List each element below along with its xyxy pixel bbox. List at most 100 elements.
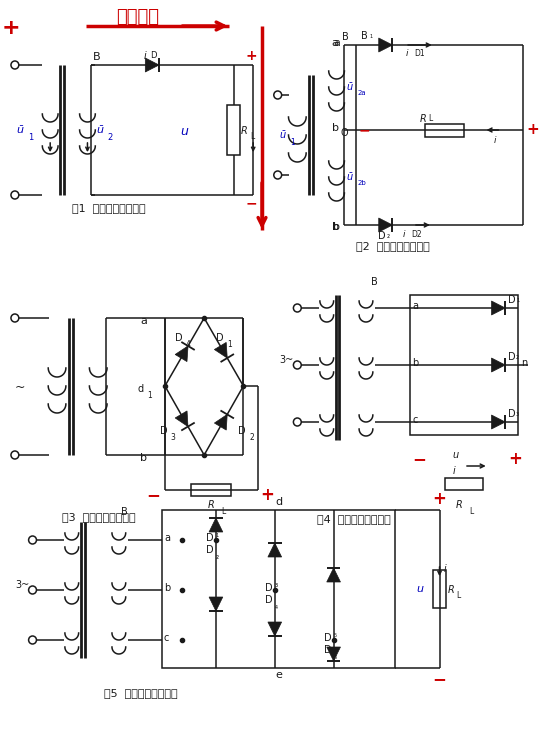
Text: L: L <box>428 114 433 123</box>
Bar <box>162 510 395 668</box>
Text: D: D <box>216 333 223 343</box>
Text: c: c <box>164 633 169 643</box>
Text: ₂: ₂ <box>516 352 519 361</box>
Polygon shape <box>327 647 340 661</box>
Text: D: D <box>150 51 157 60</box>
Text: b: b <box>140 453 147 463</box>
Polygon shape <box>146 58 159 72</box>
Text: 图1  单相半波整流电路: 图1 单相半波整流电路 <box>72 203 146 213</box>
Text: a: a <box>412 301 418 311</box>
Text: D: D <box>206 545 214 555</box>
Text: b: b <box>333 222 340 232</box>
Text: 图3  单相桥式整流电路: 图3 单相桥式整流电路 <box>62 512 136 522</box>
Polygon shape <box>492 358 505 372</box>
Text: ~: ~ <box>15 381 25 394</box>
Text: B: B <box>361 31 368 41</box>
Text: ū: ū <box>17 125 24 135</box>
Text: ₄: ₄ <box>275 602 278 611</box>
Text: 图4  三相半波整流电路: 图4 三相半波整流电路 <box>317 514 391 524</box>
Text: 3: 3 <box>171 433 176 442</box>
Text: R: R <box>240 126 247 136</box>
Text: R: R <box>447 585 454 595</box>
Text: −: − <box>358 123 370 137</box>
Polygon shape <box>268 543 282 557</box>
Text: u: u <box>417 584 424 594</box>
Text: ₅: ₅ <box>334 630 337 639</box>
Text: ₁: ₁ <box>370 31 373 40</box>
Text: i: i <box>143 51 146 61</box>
Polygon shape <box>175 346 188 362</box>
Polygon shape <box>214 414 227 430</box>
Text: d: d <box>275 497 282 507</box>
Text: b: b <box>332 123 339 133</box>
Text: ₆: ₆ <box>334 652 337 661</box>
Text: −: − <box>246 196 257 210</box>
Text: n: n <box>521 358 527 368</box>
Text: 1: 1 <box>148 391 152 400</box>
Text: i: i <box>405 49 408 58</box>
Text: ū: ū <box>346 172 353 182</box>
Text: B: B <box>342 32 349 42</box>
Text: D: D <box>160 426 168 436</box>
Text: B: B <box>371 277 378 287</box>
Text: 1: 1 <box>28 133 33 142</box>
Text: 4: 4 <box>186 340 190 349</box>
Text: +: + <box>508 450 522 468</box>
Text: a: a <box>334 38 340 48</box>
Text: D: D <box>239 426 246 436</box>
Text: 3~: 3~ <box>15 580 29 590</box>
Text: ₁: ₁ <box>516 295 519 304</box>
Text: 电流方向: 电流方向 <box>116 8 159 26</box>
Text: R: R <box>420 114 427 124</box>
Text: +: + <box>246 49 257 63</box>
Text: +: + <box>260 486 274 504</box>
Polygon shape <box>268 622 282 636</box>
Text: D: D <box>508 295 516 305</box>
Text: D: D <box>378 231 385 241</box>
Text: B: B <box>94 52 101 62</box>
Text: a: a <box>164 533 170 543</box>
Text: D: D <box>175 333 182 343</box>
Text: b: b <box>332 222 339 232</box>
Polygon shape <box>492 301 505 315</box>
Text: ₃: ₃ <box>275 580 278 589</box>
Text: 1: 1 <box>227 340 232 349</box>
Text: ū: ū <box>96 125 103 135</box>
Text: +: + <box>527 122 539 137</box>
Text: i: i <box>403 230 405 239</box>
Polygon shape <box>492 415 505 429</box>
Text: D: D <box>508 352 516 362</box>
Text: 3~: 3~ <box>280 355 294 365</box>
Text: −: − <box>146 486 160 504</box>
Text: 1: 1 <box>291 138 295 147</box>
Text: D: D <box>206 533 214 543</box>
Text: ₁: ₁ <box>216 530 219 539</box>
Text: b: b <box>412 358 418 368</box>
Text: D: D <box>324 633 332 643</box>
Polygon shape <box>209 597 223 611</box>
Text: D2: D2 <box>411 230 422 239</box>
Text: O: O <box>341 128 348 138</box>
Text: +: + <box>433 490 446 508</box>
Polygon shape <box>209 518 223 532</box>
Text: D: D <box>324 645 332 655</box>
Text: ₂: ₂ <box>216 552 219 561</box>
Polygon shape <box>379 38 392 52</box>
Text: D: D <box>265 595 273 605</box>
Text: −: − <box>412 450 426 468</box>
Text: ū: ū <box>280 130 286 140</box>
Text: L: L <box>221 507 225 516</box>
Text: R: R <box>456 500 463 510</box>
Text: 2: 2 <box>249 433 254 442</box>
Text: R: R <box>208 500 214 510</box>
Text: B: B <box>121 507 128 517</box>
Text: D: D <box>265 583 273 593</box>
Bar <box>445 478 483 490</box>
Text: c: c <box>412 415 418 425</box>
Text: 图5  三相桥式整流电路: 图5 三相桥式整流电路 <box>103 688 177 698</box>
Text: L: L <box>469 507 473 516</box>
Text: u: u <box>181 125 188 138</box>
Text: ū: ū <box>346 82 353 92</box>
Text: 2: 2 <box>107 133 113 142</box>
Text: a: a <box>141 316 147 326</box>
